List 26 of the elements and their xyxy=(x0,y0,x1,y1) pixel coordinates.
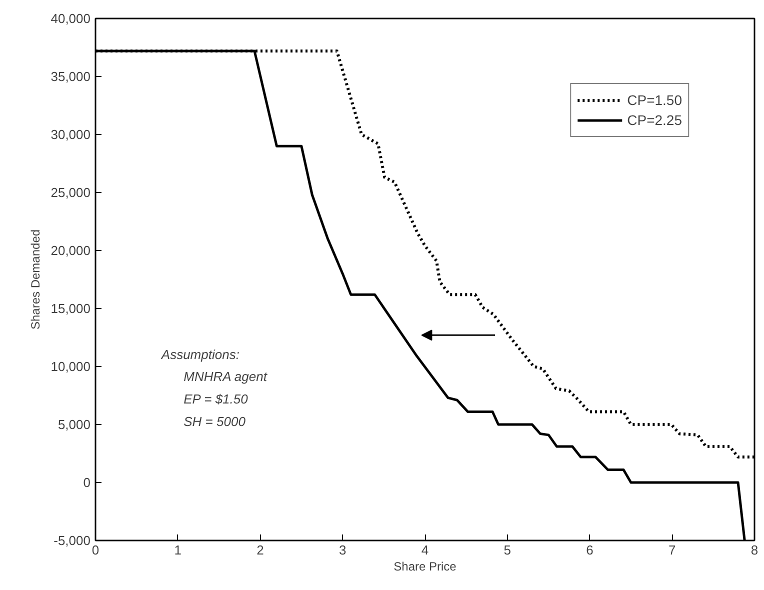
legend-label: CP=1.50 xyxy=(627,92,682,108)
annotation: MNHRA agent xyxy=(184,369,268,384)
x-tick-label: 2 xyxy=(256,542,264,558)
legend-label: CP=2.25 xyxy=(627,112,682,128)
x-axis-title: Share Price xyxy=(394,560,457,574)
y-tick-label: 5,000 xyxy=(58,417,91,432)
x-tick-label: 6 xyxy=(586,542,594,558)
y-tick-label: 25,000 xyxy=(50,185,91,200)
x-tick-label: 1 xyxy=(174,542,182,558)
x-tick-label: 5 xyxy=(504,542,511,558)
y-tick-label: 35,000 xyxy=(50,69,91,84)
x-tick-label: 3 xyxy=(339,542,346,558)
y-tick-label: 15,000 xyxy=(50,301,91,316)
annotation: SH = 5000 xyxy=(184,414,246,430)
x-tick-label: 4 xyxy=(421,542,429,558)
y-tick-label: 10,000 xyxy=(50,359,91,374)
x-tick-label: 8 xyxy=(750,542,758,558)
y-tick-label: -5,000 xyxy=(54,533,91,548)
y-axis-title: Shares Demanded xyxy=(28,229,43,330)
y-tick-label: 20,000 xyxy=(50,243,91,258)
annotation: Assumptions: xyxy=(160,346,240,362)
y-tick-label: 40,000 xyxy=(50,11,91,26)
y-tick-label: 0 xyxy=(83,475,91,490)
y-tick-label: 30,000 xyxy=(50,127,91,142)
annotation: EP = $1.50 xyxy=(184,392,249,407)
x-tick-label: 7 xyxy=(668,542,676,558)
